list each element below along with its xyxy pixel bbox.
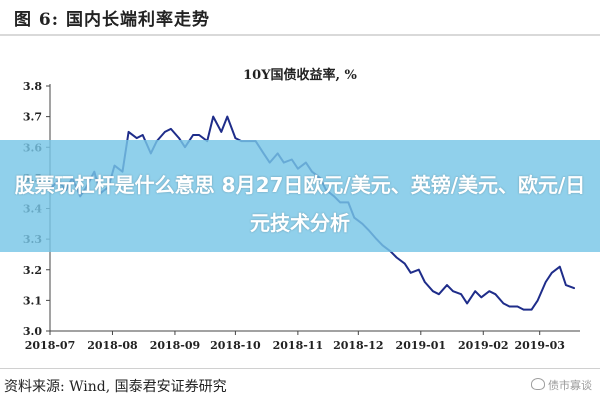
data-point bbox=[164, 131, 166, 133]
data-point bbox=[488, 290, 491, 293]
headline-overlay-text[interactable]: 股票玩杠杆是什么意思 8月27日欧元/美元、英镑/美元、欧元/日元技术分析 bbox=[14, 173, 586, 235]
data-point bbox=[198, 134, 200, 136]
chart-title: 10Y国债收益率, % bbox=[243, 68, 357, 83]
data-point bbox=[234, 137, 237, 139]
data-point bbox=[559, 265, 561, 268]
y-tick-label: 3.2 bbox=[23, 264, 42, 277]
data-point bbox=[480, 296, 483, 299]
data-point bbox=[466, 302, 468, 305]
data-point bbox=[141, 134, 144, 136]
data-point bbox=[522, 308, 525, 311]
y-tick-label: 3.1 bbox=[23, 294, 42, 307]
data-point bbox=[438, 293, 440, 296]
data-point bbox=[460, 293, 462, 296]
data-point bbox=[530, 308, 533, 311]
figure-header: 图 6: 国内长端利率走势 bbox=[0, 0, 600, 36]
data-point bbox=[409, 272, 412, 274]
x-axis-ticks: 2018-07 2018-08 2018-09 2018-10 2018-11 2018-… bbox=[25, 331, 565, 352]
data-point bbox=[516, 305, 519, 308]
data-point bbox=[192, 134, 194, 136]
x-tick-label: 2018-10 bbox=[210, 339, 261, 352]
headline-overlay-banner bbox=[0, 140, 600, 252]
source-footer: 资料来源: Wind, 国泰君安证券研究 债市寡谈 bbox=[0, 368, 600, 401]
data-point bbox=[551, 272, 553, 274]
x-tick-label: 2019-02 bbox=[458, 339, 509, 352]
data-point bbox=[565, 284, 567, 286]
y-tick-label: 3.8 bbox=[23, 80, 42, 93]
data-point bbox=[502, 302, 505, 305]
x-tick-label: 2018-08 bbox=[87, 339, 138, 352]
x-tick-label: 2018-09 bbox=[150, 339, 201, 352]
data-point bbox=[432, 290, 434, 293]
data-point bbox=[212, 115, 214, 118]
figure-title: 图 6: 国内长端利率走势 bbox=[14, 10, 210, 30]
data-point bbox=[178, 137, 180, 139]
x-tick-label: 2018-12 bbox=[333, 339, 384, 352]
x-tick-label: 2018-11 bbox=[273, 339, 324, 352]
data-point bbox=[474, 290, 477, 293]
data-point bbox=[395, 256, 398, 259]
watermark-text: 债市寡谈 bbox=[548, 379, 592, 392]
data-point bbox=[127, 131, 130, 133]
data-point bbox=[424, 281, 426, 283]
watermark-logo: 债市寡谈 bbox=[531, 377, 592, 393]
x-tick-label: 2019-03 bbox=[514, 339, 565, 352]
data-point bbox=[536, 299, 539, 302]
data-point bbox=[508, 305, 511, 308]
data-point bbox=[446, 284, 448, 286]
wechat-bubble-icon bbox=[531, 378, 545, 390]
data-point bbox=[494, 293, 497, 296]
data-point bbox=[573, 287, 575, 289]
source-note: 资料来源: Wind, 国泰君安证券研究 bbox=[4, 379, 227, 395]
data-point bbox=[452, 290, 454, 293]
data-point bbox=[135, 137, 138, 139]
y-tick-label: 3.7 bbox=[23, 111, 42, 124]
x-tick-label: 2018-07 bbox=[25, 339, 76, 352]
data-point bbox=[544, 281, 547, 283]
x-tick-label: 2019-01 bbox=[396, 339, 447, 352]
data-point bbox=[418, 268, 420, 271]
data-point bbox=[220, 131, 223, 133]
data-point bbox=[226, 115, 229, 118]
data-point bbox=[403, 262, 406, 265]
data-point bbox=[170, 128, 172, 130]
y-tick-label: 3.0 bbox=[23, 325, 42, 338]
